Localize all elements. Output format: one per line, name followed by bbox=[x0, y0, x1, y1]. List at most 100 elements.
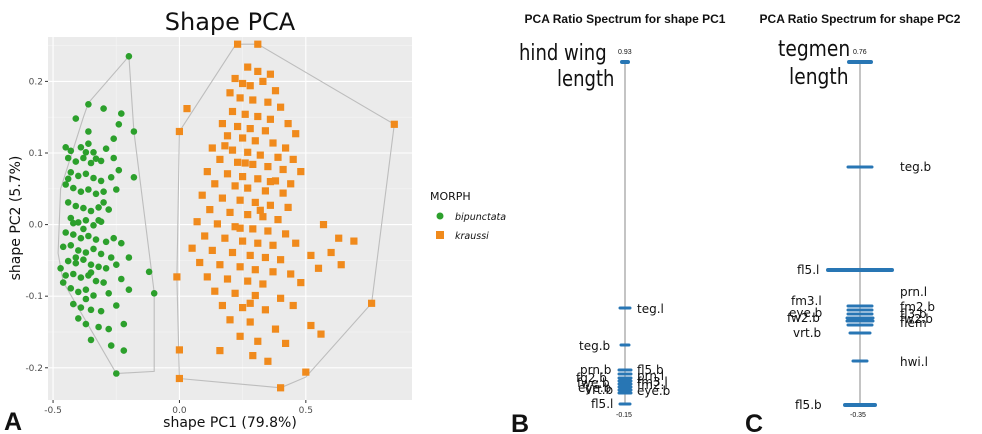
point-bipunctata bbox=[97, 157, 105, 165]
point-kraussi bbox=[256, 206, 264, 214]
point-bipunctata bbox=[113, 302, 120, 309]
point-kraussi bbox=[173, 273, 181, 281]
point-bipunctata bbox=[100, 199, 107, 206]
pc2-label-length: length bbox=[789, 64, 849, 90]
point-kraussi bbox=[226, 89, 234, 97]
spectrum-pc1-title: PCA Ratio Spectrum for shape PC1 bbox=[525, 12, 726, 26]
point-kraussi bbox=[254, 175, 262, 183]
point-kraussi bbox=[254, 239, 262, 247]
scatter-panel: Shape PCA -0.5 0.0 0.5 -0.2 -0.1 0.0 0.1 0.2 sh… bbox=[4, 8, 506, 434]
point-kraussi bbox=[211, 180, 219, 188]
pc1-label-fl5-b: fl5.b bbox=[637, 363, 664, 377]
point-kraussi bbox=[264, 163, 272, 171]
point-bipunctata bbox=[100, 279, 107, 286]
point-kraussi bbox=[223, 132, 232, 140]
legend-title: MORPH bbox=[430, 190, 471, 203]
point-kraussi bbox=[266, 201, 274, 209]
point-kraussi bbox=[261, 253, 269, 262]
point-bipunctata bbox=[87, 269, 95, 276]
point-kraussi bbox=[319, 221, 328, 229]
point-kraussi bbox=[277, 103, 285, 111]
point-kraussi bbox=[188, 244, 196, 252]
point-bipunctata bbox=[85, 232, 92, 240]
x-tick-label: 0.0 bbox=[172, 406, 187, 416]
pc2-label-fm2-b: fm2.b bbox=[900, 300, 935, 314]
point-bipunctata bbox=[92, 155, 100, 162]
point-kraussi bbox=[274, 153, 282, 161]
point-bipunctata bbox=[75, 288, 82, 296]
point-kraussi bbox=[236, 263, 244, 271]
point-bipunctata bbox=[82, 286, 90, 294]
point-kraussi bbox=[239, 304, 247, 312]
point-bipunctata bbox=[90, 292, 97, 299]
legend-key-kraussi bbox=[436, 231, 444, 239]
pc1-label-fm2-l: fm2.l bbox=[637, 378, 668, 392]
y-axis-label: shape PC2 (5.7%) bbox=[8, 156, 24, 281]
point-kraussi bbox=[236, 94, 244, 102]
point-bipunctata bbox=[82, 249, 90, 256]
point-kraussi bbox=[335, 234, 343, 242]
point-kraussi bbox=[279, 189, 287, 197]
point-bipunctata bbox=[77, 304, 85, 311]
point-bipunctata bbox=[87, 306, 95, 314]
point-bipunctata bbox=[118, 275, 125, 283]
point-bipunctata bbox=[85, 140, 92, 147]
point-bipunctata bbox=[67, 242, 75, 249]
point-bipunctata bbox=[105, 206, 112, 213]
point-kraussi bbox=[251, 291, 259, 300]
spectrum-pc2-bottom-value: -0.35 bbox=[850, 412, 866, 419]
point-kraussi bbox=[271, 87, 280, 95]
point-kraussi bbox=[282, 230, 290, 238]
pc1-label-fwe-b: fwe.b bbox=[577, 376, 610, 390]
point-bipunctata bbox=[110, 154, 117, 162]
point-kraussi bbox=[254, 67, 262, 75]
point-bipunctata bbox=[87, 207, 95, 215]
point-kraussi bbox=[254, 40, 262, 48]
point-bipunctata bbox=[95, 217, 102, 224]
point-kraussi bbox=[264, 227, 272, 235]
pc1-label-vrt-b: vrt.b bbox=[585, 383, 613, 397]
point-kraussi bbox=[271, 177, 280, 185]
point-kraussi bbox=[213, 220, 221, 228]
point-bipunctata bbox=[70, 300, 77, 308]
pc2-label-fl5-b: fl5.b bbox=[795, 398, 822, 412]
point-kraussi bbox=[244, 184, 252, 192]
pc2-label-eye-b: eye.b bbox=[789, 306, 822, 320]
point-bipunctata bbox=[62, 272, 69, 279]
pc2-label-fm3-l: fm3.l bbox=[791, 294, 822, 308]
point-kraussi bbox=[327, 248, 335, 257]
point-bipunctata bbox=[100, 105, 107, 112]
point-bipunctata bbox=[70, 219, 77, 227]
point-kraussi bbox=[289, 155, 297, 163]
point-bipunctata bbox=[75, 219, 82, 226]
point-kraussi bbox=[282, 339, 290, 347]
point-kraussi bbox=[271, 325, 280, 333]
point-kraussi bbox=[259, 280, 267, 288]
point-bipunctata bbox=[62, 144, 69, 151]
point-kraussi bbox=[251, 137, 259, 145]
point-bipunctata bbox=[82, 217, 90, 224]
point-bipunctata bbox=[62, 181, 69, 188]
point-bipunctata bbox=[97, 307, 105, 315]
spectrum-pc2-panel: PCA Ratio Spectrum for shape PC2 0.76 -0… bbox=[745, 12, 961, 434]
point-kraussi bbox=[249, 225, 257, 233]
point-kraussi bbox=[302, 368, 310, 376]
point-kraussi bbox=[218, 120, 226, 128]
point-bipunctata bbox=[130, 128, 138, 135]
point-bipunctata bbox=[80, 225, 87, 233]
point-kraussi bbox=[175, 346, 183, 354]
point-bipunctata bbox=[115, 121, 123, 128]
point-bipunctata bbox=[113, 370, 120, 377]
point-kraussi bbox=[228, 146, 237, 154]
point-kraussi bbox=[284, 120, 292, 128]
pc2-label-fl3-b: fl3.b bbox=[900, 307, 927, 321]
point-kraussi bbox=[226, 316, 234, 324]
point-bipunctata bbox=[64, 175, 72, 183]
point-kraussi bbox=[239, 79, 247, 88]
point-kraussi bbox=[241, 110, 249, 118]
point-bipunctata bbox=[90, 149, 97, 156]
point-bipunctata bbox=[67, 169, 75, 176]
pc2-label-tegmen: tegmen bbox=[778, 36, 850, 62]
point-bipunctata bbox=[85, 128, 92, 135]
point-bipunctata bbox=[130, 174, 138, 181]
